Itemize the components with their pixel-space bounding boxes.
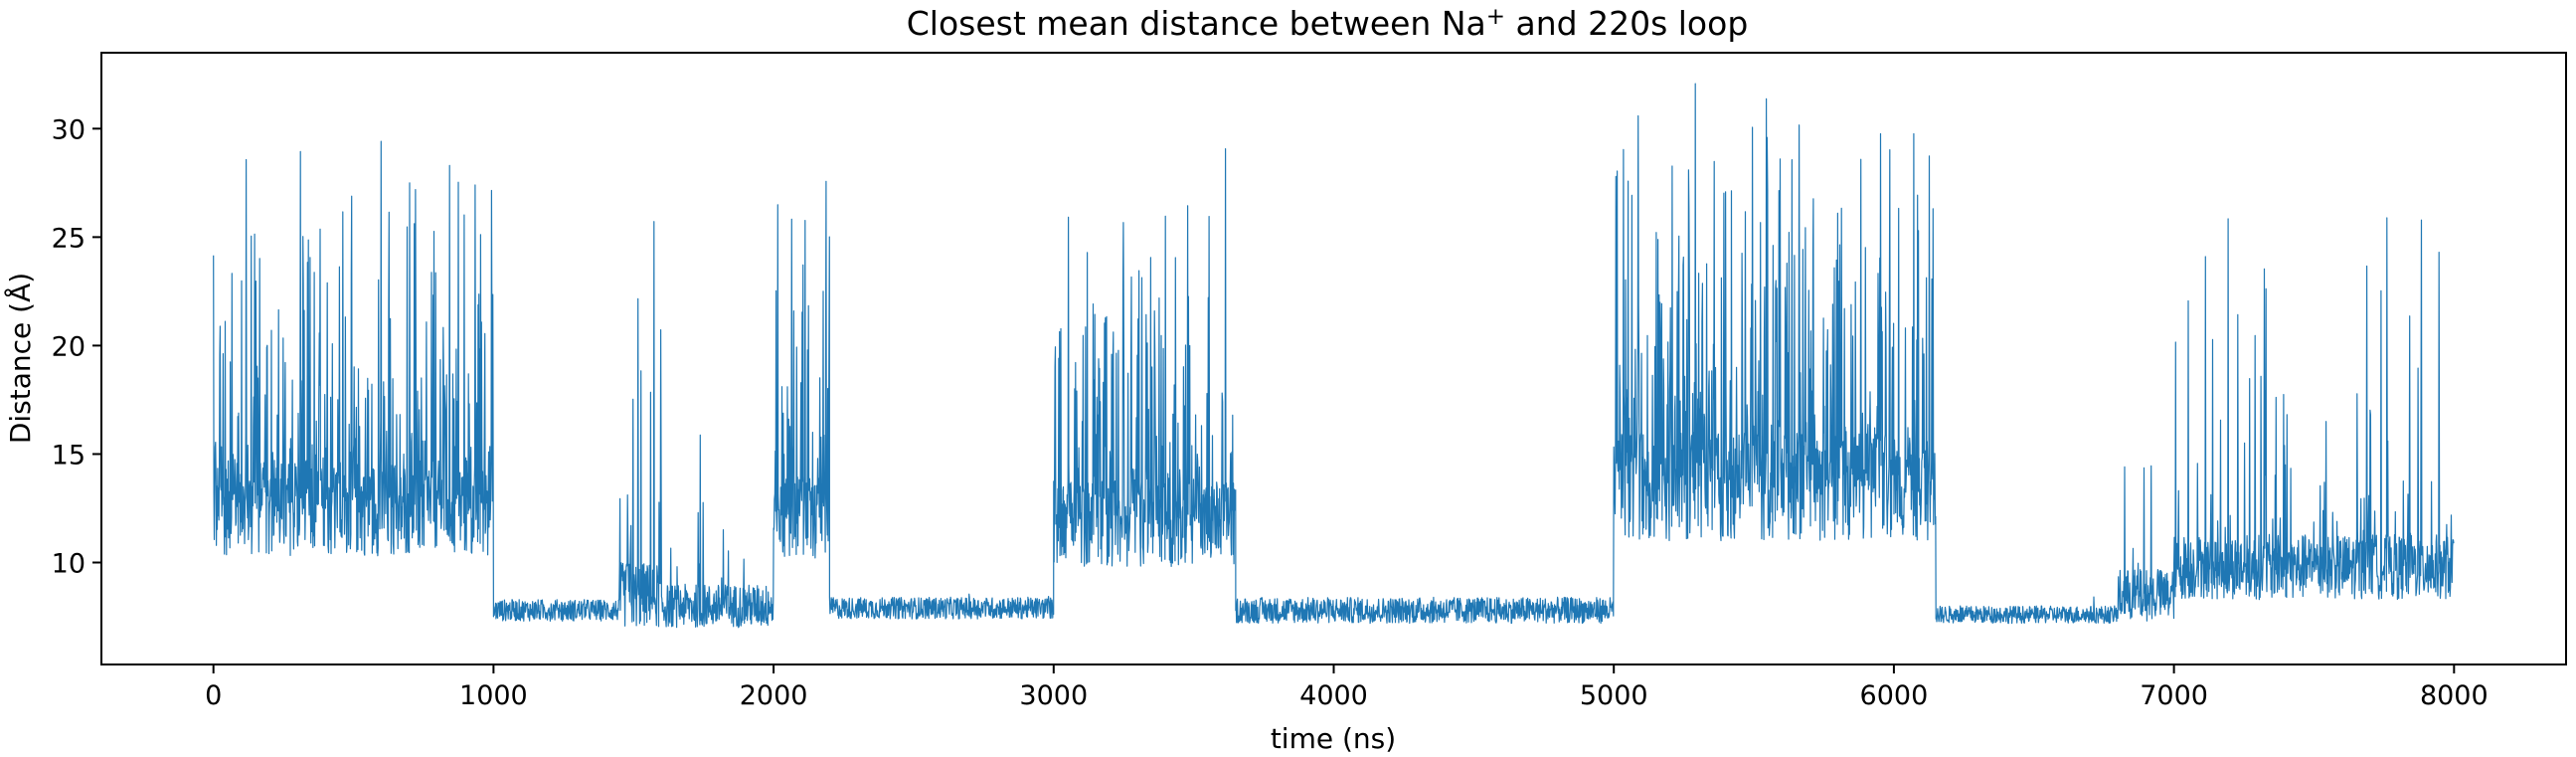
y-tick-label: 25: [52, 223, 86, 254]
y-tick-label: 20: [52, 331, 86, 362]
x-tick-label: 8000: [2420, 680, 2489, 711]
x-tick-label: 2000: [740, 680, 808, 711]
series-line: [213, 83, 2455, 629]
x-tick-label: 0: [205, 680, 222, 711]
x-tick-label: 5000: [1580, 680, 1648, 711]
y-axis-label: Distance (Å): [3, 273, 37, 444]
x-tick-label: 3000: [1019, 680, 1088, 711]
x-tick-label: 7000: [2140, 680, 2208, 711]
y-tick-label: 15: [52, 440, 86, 471]
chart-title: Closest mean distance between Na+ and 22…: [907, 4, 1749, 43]
y-tick-label: 30: [52, 114, 86, 145]
y-tick-label: 10: [52, 549, 86, 580]
x-tick-label: 6000: [1860, 680, 1929, 711]
x-tick-label: 1000: [459, 680, 528, 711]
x-tick-label: 4000: [1299, 680, 1368, 711]
x-axis-label: time (ns): [1271, 722, 1396, 755]
plot-area: 0 1000 2000 3000 4000 5000 6000 7000 8000 10 15 20 2…: [52, 52, 2567, 711]
